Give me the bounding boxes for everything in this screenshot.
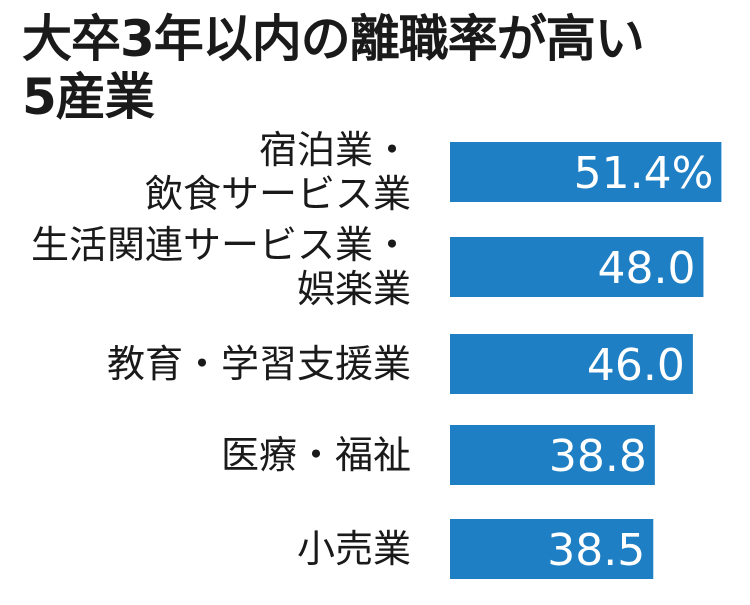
bar-3 [450, 334, 693, 394]
bar-5 [450, 519, 654, 579]
category-label-3-line-1: 教育・学習支援業 [107, 342, 411, 386]
category-label-2-line-1: 生活関連サービス業・ [31, 223, 411, 267]
category-label-1-line-1: 宿泊業・ [259, 128, 411, 172]
value-label-2: 48.0 [597, 243, 695, 294]
category-label-2-line-2: 娯楽業 [297, 267, 411, 311]
value-label-4: 38.8 [549, 431, 647, 482]
value-label-5: 38.5 [547, 525, 645, 576]
bar-2 [450, 237, 704, 297]
bar-4 [450, 425, 655, 485]
chart-title: 大卒3年以内の離職率が高い 5産業 [22, 10, 742, 126]
category-label-1-line-2: 飲食サービス業 [145, 172, 411, 216]
value-label-3: 46.0 [587, 340, 685, 391]
chart-title-line-1: 大卒3年以内の離職率が高い [22, 10, 645, 68]
bar-1 [450, 142, 722, 202]
chart-title-line-2: 5産業 [22, 68, 155, 126]
value-label-1: 51.4% [574, 148, 714, 199]
category-label-5-line-1: 小売業 [297, 527, 411, 571]
category-label-4-line-1: 医療・福祉 [221, 433, 411, 477]
